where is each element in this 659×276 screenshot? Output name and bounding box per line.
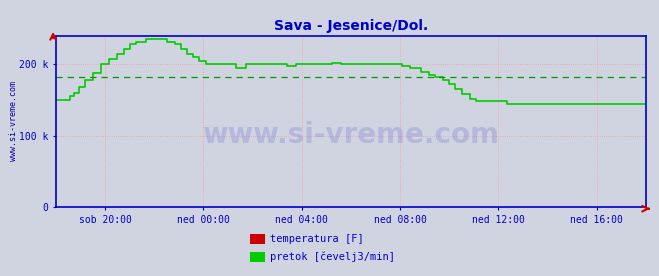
Y-axis label: www.si-vreme.com: www.si-vreme.com [9,81,18,161]
Text: www.si-vreme.com: www.si-vreme.com [202,121,500,149]
Text: pretok [čevelj3/min]: pretok [čevelj3/min] [270,252,395,262]
Text: temperatura [F]: temperatura [F] [270,234,364,244]
Title: Sava - Jesenice/Dol.: Sava - Jesenice/Dol. [273,19,428,33]
